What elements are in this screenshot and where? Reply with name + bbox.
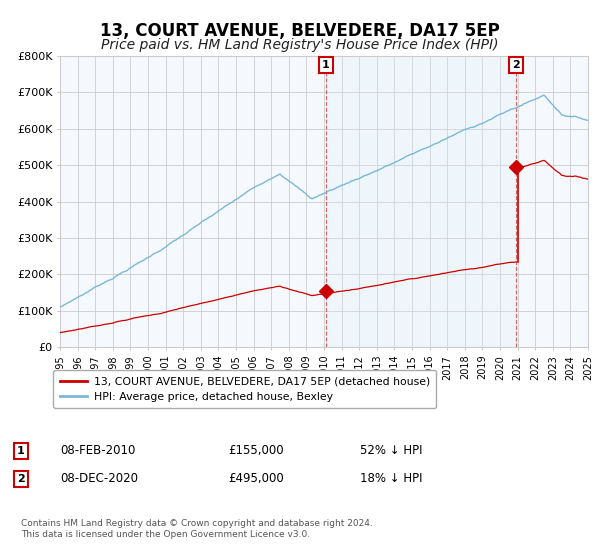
Text: 18% ↓ HPI: 18% ↓ HPI [360, 472, 422, 486]
Text: 08-DEC-2020: 08-DEC-2020 [60, 472, 138, 486]
Text: £155,000: £155,000 [228, 444, 284, 458]
Text: 08-FEB-2010: 08-FEB-2010 [60, 444, 136, 458]
Text: 1: 1 [17, 446, 25, 456]
Text: Price paid vs. HM Land Registry's House Price Index (HPI): Price paid vs. HM Land Registry's House … [101, 38, 499, 52]
Text: £495,000: £495,000 [228, 472, 284, 486]
Text: 13, COURT AVENUE, BELVEDERE, DA17 5EP: 13, COURT AVENUE, BELVEDERE, DA17 5EP [100, 22, 500, 40]
Text: 2: 2 [512, 60, 520, 70]
Text: 2: 2 [17, 474, 25, 484]
Legend: 13, COURT AVENUE, BELVEDERE, DA17 5EP (detached house), HPI: Average price, deta: 13, COURT AVENUE, BELVEDERE, DA17 5EP (d… [53, 370, 436, 408]
Text: 1: 1 [322, 60, 329, 70]
Text: Contains HM Land Registry data © Crown copyright and database right 2024.
This d: Contains HM Land Registry data © Crown c… [21, 520, 373, 539]
Text: 52% ↓ HPI: 52% ↓ HPI [360, 444, 422, 458]
Bar [326, 56, 516, 347]
